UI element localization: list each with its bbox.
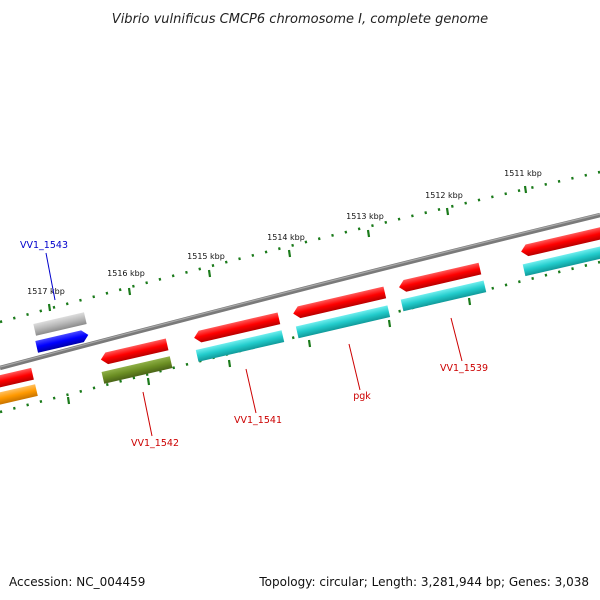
kbp-label: 1517 kbp bbox=[27, 287, 65, 296]
gene-arrow-cyan-2[interactable] bbox=[295, 305, 391, 339]
gene-arrow-cyan-shape[interactable] bbox=[295, 305, 391, 339]
gene-arrow-blue[interactable] bbox=[35, 329, 89, 353]
major-ticks-outer bbox=[47, 185, 528, 312]
kbp-label: 1513 kbp bbox=[346, 212, 384, 221]
major-ticks-inner bbox=[66, 297, 472, 405]
kbp-label: 1516 kbp bbox=[107, 269, 145, 278]
gene-label-vv1-1543[interactable]: VV1_1543 bbox=[20, 240, 68, 251]
kbp-label: 1515 kbp bbox=[187, 252, 225, 261]
gene-arrow-red-shape[interactable] bbox=[292, 286, 387, 320]
gene-arrow-orange-shape[interactable] bbox=[0, 384, 38, 407]
kbp-label: 1512 kbp bbox=[425, 191, 463, 200]
genome-backbone-highlight bbox=[0, 213, 600, 368]
gene-arrow-olive[interactable] bbox=[101, 356, 173, 384]
kbp-labels: 1511 kbp 1512 kbp 1513 kbp 1514 kbp 1515… bbox=[27, 169, 542, 296]
gene-arrow-cyan-4[interactable] bbox=[522, 245, 600, 277]
kbp-label: 1511 kbp bbox=[504, 169, 542, 178]
kbp-label: 1514 kbp bbox=[267, 233, 305, 242]
gene-label-vv1-1541[interactable]: VV1_1541 bbox=[234, 415, 282, 426]
gene-arrow-red-shape[interactable] bbox=[398, 262, 482, 293]
gene-arrow-red-1[interactable] bbox=[100, 338, 169, 366]
accession-text: Accession: NC_004459 bbox=[9, 575, 146, 589]
genome-summary-text: Topology: circular; Length: 3,281,944 bp… bbox=[259, 575, 589, 589]
gene-vv1-1543[interactable] bbox=[33, 312, 87, 336]
gene-arrow-red-5[interactable] bbox=[520, 226, 600, 257]
gene-arrow-gray[interactable] bbox=[33, 312, 87, 336]
gene-arrow-red-2[interactable] bbox=[193, 312, 281, 343]
gene-arrow-orange-left[interactable] bbox=[0, 384, 38, 407]
gene-labels: VV1_1543 VV1_1542 VV1_1541 pgk VV1_1539 bbox=[20, 240, 488, 449]
map-title: Vibrio vulnificus CMCP6 chromosome I, co… bbox=[112, 12, 488, 27]
outer-scale-ring bbox=[0, 170, 600, 324]
gene-arrow-red-4[interactable] bbox=[398, 262, 482, 293]
gene-arrow-blue-shape[interactable] bbox=[35, 329, 89, 353]
gene-arrow-cyan-shape[interactable] bbox=[195, 330, 285, 362]
gene-arrow-red-shape[interactable] bbox=[193, 312, 281, 343]
gene-arrow-red-3[interactable] bbox=[292, 286, 387, 320]
gene-arrow-cyan-1[interactable] bbox=[195, 330, 285, 362]
gene-label-vv1-1539[interactable]: VV1_1539 bbox=[440, 363, 488, 374]
gene-label-pgk[interactable]: pgk bbox=[353, 391, 371, 402]
gene-arrow-red-shape[interactable] bbox=[0, 367, 34, 389]
gene-arrow-red-shape[interactable] bbox=[520, 226, 600, 257]
genome-backbone bbox=[0, 212, 600, 371]
gene-arrow-red-shape[interactable] bbox=[100, 338, 169, 366]
gene-label-vv1-1542[interactable]: VV1_1542 bbox=[131, 438, 179, 449]
gene-arrow-cyan-3[interactable] bbox=[400, 280, 487, 312]
gene-arrow-olive-shape[interactable] bbox=[101, 356, 173, 384]
gene-arrow-cyan-shape[interactable] bbox=[400, 280, 487, 312]
gene-arrow-red-left[interactable] bbox=[0, 367, 34, 389]
label-callouts bbox=[45, 252, 463, 437]
gene-arrow-cyan-shape[interactable] bbox=[522, 245, 600, 277]
